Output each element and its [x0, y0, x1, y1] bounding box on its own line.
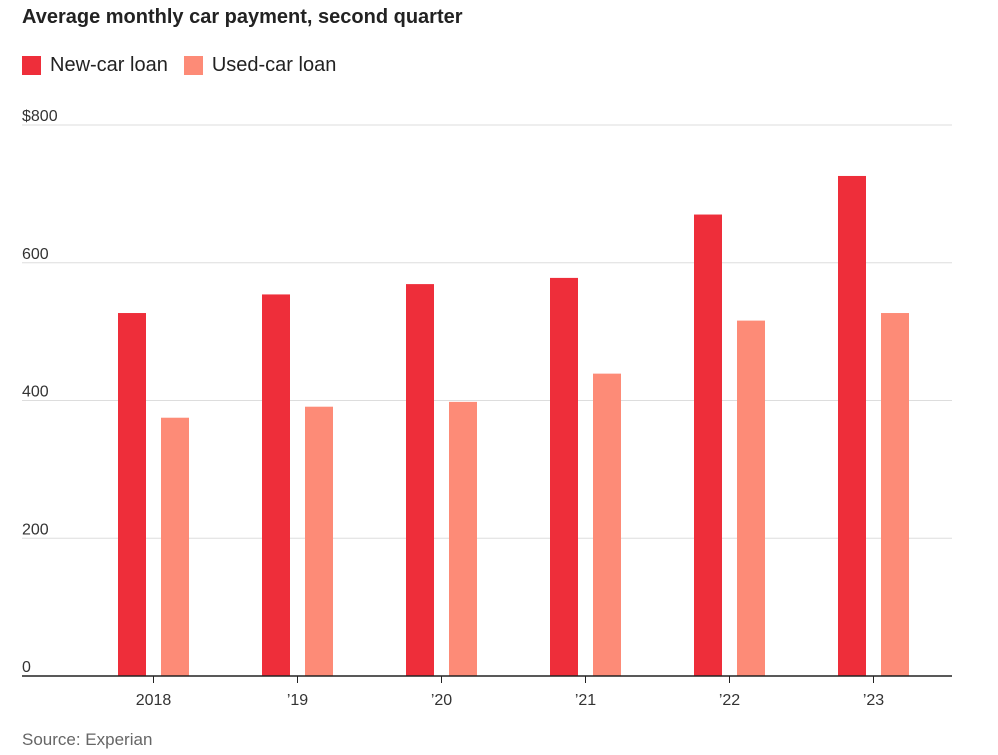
- bar-new-car: [406, 284, 434, 676]
- bar-new-car: [694, 214, 722, 676]
- y-tick-label: 200: [22, 521, 49, 538]
- legend-label-used-car: Used-car loan: [211, 54, 337, 76]
- y-tick-label: 400: [22, 384, 49, 401]
- y-tick-label: $800: [22, 108, 58, 125]
- bar-new-car: [262, 294, 290, 676]
- bar-new-car: [118, 313, 146, 676]
- legend-item-used-car: Used-car loan: [183, 54, 337, 77]
- bar-new-car: [550, 277, 578, 676]
- bar-new-car: [838, 175, 866, 676]
- x-tick-label: ’20: [431, 692, 452, 709]
- legend-label-new-car: New-car loan: [50, 54, 168, 76]
- legend-swatch-used-car: [183, 56, 203, 75]
- bar-used-car: [737, 320, 765, 676]
- legend-item-new-car: New-car loan: [22, 54, 168, 77]
- x-tick-label: ’19: [287, 692, 308, 709]
- bar-used-car: [593, 373, 621, 676]
- x-tick-label: ’22: [719, 692, 740, 709]
- y-tick-label: 0: [22, 659, 31, 676]
- y-tick-label: 600: [22, 246, 49, 263]
- legend-swatch-new-car: [22, 56, 41, 75]
- x-tick-label: 2018: [136, 692, 172, 709]
- source-note: Source: Experian: [22, 730, 153, 749]
- bar-used-car: [881, 313, 909, 676]
- x-tick-label: ’23: [863, 692, 884, 709]
- bar-used-car: [161, 417, 189, 676]
- bar-used-car: [305, 406, 333, 676]
- legend: New-car loan Used-car loan: [22, 54, 352, 77]
- chart-title: Average monthly car payment, second quar…: [22, 6, 463, 28]
- bar-chart: 0 200 400 600 $800 2018 ’19 ’20 ’21 ’22 ’23: [22, 108, 952, 709]
- bar-used-car: [449, 401, 477, 676]
- x-tick-label: ’21: [575, 692, 596, 709]
